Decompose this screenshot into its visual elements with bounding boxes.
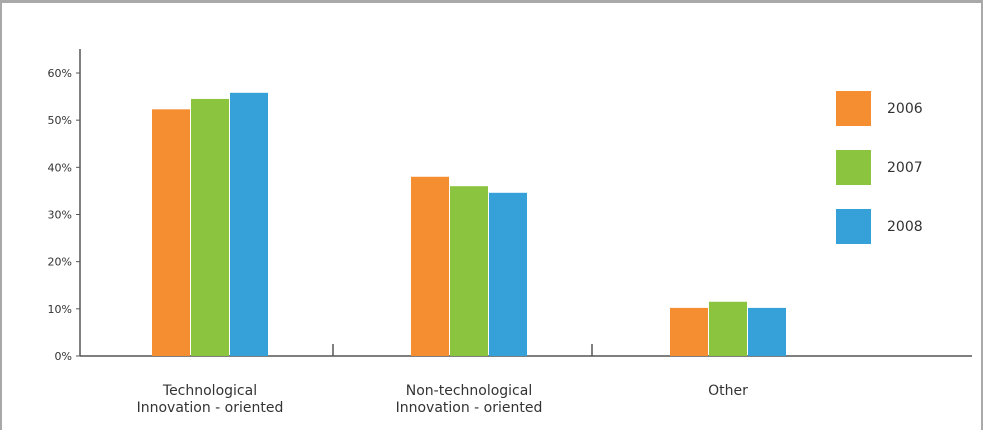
- bar-2006: [411, 176, 449, 356]
- legend-swatch-2008: [836, 209, 871, 244]
- legend-swatch-2007: [836, 150, 871, 185]
- bar-2007: [191, 98, 229, 357]
- category-label: Innovation - oriented: [137, 400, 284, 416]
- legend: 2006 2007 2008: [836, 91, 923, 244]
- y-tick-label: 30%: [48, 209, 72, 222]
- bar-2007: [450, 186, 488, 356]
- bar-chart: 0%10%20%30%40%50%60% TechnologicalInnova…: [48, 49, 972, 416]
- category-label: Other: [708, 383, 748, 399]
- y-tick-label: 0%: [55, 350, 72, 363]
- legend-label: 2006: [887, 101, 923, 117]
- bar-2006: [152, 109, 190, 357]
- legend-label: 2008: [887, 219, 923, 235]
- category-label: Innovation - oriented: [396, 400, 543, 416]
- y-tick-label: 10%: [48, 303, 72, 316]
- bar-2006: [670, 307, 708, 356]
- category-label: Technological: [162, 383, 257, 399]
- bar-2007: [709, 301, 747, 356]
- bar-2008: [230, 92, 268, 356]
- bars: [152, 92, 786, 357]
- bar-2008: [489, 192, 527, 356]
- legend-label: 2007: [887, 160, 923, 176]
- bar-2008: [748, 307, 786, 356]
- y-tick-label: 20%: [48, 256, 72, 269]
- legend-swatch-2006: [836, 91, 871, 126]
- category-label: Non-technological: [406, 383, 532, 399]
- y-tick-label: 60%: [48, 67, 72, 80]
- y-tick-label: 50%: [48, 114, 72, 127]
- y-axis-ticks: 0% 10% 20% 30% 40% 50% 60%: [48, 67, 80, 363]
- y-tick-label: 40%: [48, 161, 72, 174]
